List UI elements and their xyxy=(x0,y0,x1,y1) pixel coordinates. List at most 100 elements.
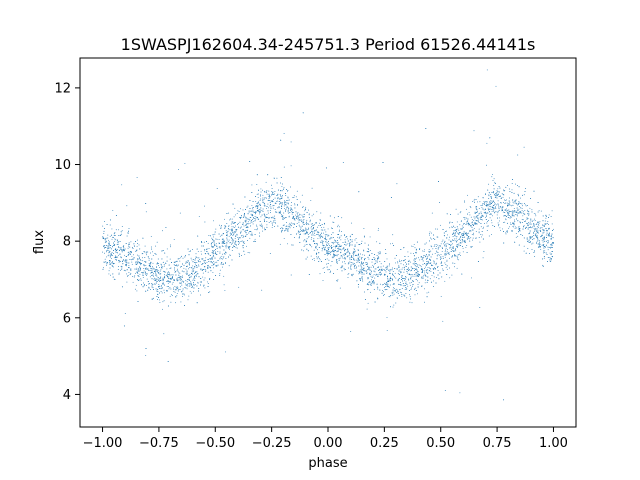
data-point xyxy=(366,272,368,274)
data-point xyxy=(422,263,424,265)
data-point xyxy=(398,264,400,266)
data-point xyxy=(392,242,394,244)
data-point xyxy=(543,230,545,231)
data-point xyxy=(518,186,520,188)
data-point xyxy=(510,216,512,218)
data-point xyxy=(413,262,415,264)
data-point xyxy=(282,224,284,226)
data-point xyxy=(417,275,418,277)
data-point xyxy=(390,306,392,308)
data-point xyxy=(550,238,552,240)
data-point xyxy=(415,249,417,251)
data-point xyxy=(128,253,130,255)
data-point xyxy=(262,208,264,210)
data-point xyxy=(348,243,350,245)
data-point xyxy=(532,226,533,228)
data-point xyxy=(393,283,395,284)
data-point xyxy=(104,258,106,260)
data-point xyxy=(315,253,317,255)
data-point xyxy=(331,237,333,239)
data-point xyxy=(427,266,429,268)
data-point xyxy=(221,255,223,257)
data-point xyxy=(184,304,185,306)
data-point xyxy=(417,280,418,282)
data-point xyxy=(204,277,206,279)
data-point xyxy=(428,254,430,256)
data-point xyxy=(238,237,240,239)
data-point xyxy=(328,259,330,261)
data-point xyxy=(169,275,171,277)
data-point xyxy=(238,211,240,212)
data-point xyxy=(308,213,310,215)
data-point xyxy=(505,202,507,204)
data-point xyxy=(345,269,347,270)
data-point xyxy=(190,276,192,278)
data-point xyxy=(508,210,510,212)
data-point xyxy=(102,268,104,270)
data-point xyxy=(491,176,493,178)
data-point xyxy=(543,225,545,227)
data-point xyxy=(331,233,332,235)
data-point xyxy=(228,239,230,241)
data-point xyxy=(272,216,274,218)
data-point xyxy=(459,233,460,235)
data-point xyxy=(287,202,289,204)
data-point xyxy=(549,257,551,259)
data-point xyxy=(411,245,413,247)
data-point xyxy=(498,209,500,211)
data-point xyxy=(511,183,513,185)
data-point xyxy=(535,227,536,229)
data-point xyxy=(249,208,251,209)
data-point xyxy=(273,217,275,219)
data-point xyxy=(533,223,535,225)
data-point xyxy=(441,262,442,264)
data-point xyxy=(188,250,190,252)
data-point xyxy=(158,266,160,268)
data-point xyxy=(401,296,403,298)
data-point xyxy=(216,261,218,263)
data-point xyxy=(273,205,275,207)
data-point xyxy=(542,241,544,243)
data-point xyxy=(200,278,202,279)
data-point xyxy=(458,232,459,234)
data-point xyxy=(479,241,481,243)
data-point xyxy=(302,112,304,114)
data-point xyxy=(378,253,380,255)
data-point xyxy=(324,272,325,273)
data-point xyxy=(144,261,146,263)
data-point xyxy=(212,245,214,247)
data-point xyxy=(409,294,411,296)
data-point xyxy=(362,280,364,282)
data-point xyxy=(186,270,188,272)
data-point xyxy=(502,207,503,209)
data-point xyxy=(316,243,318,245)
data-point xyxy=(184,256,186,258)
data-point xyxy=(349,252,350,254)
data-point xyxy=(526,239,528,241)
data-point xyxy=(136,254,138,256)
data-point xyxy=(531,249,533,250)
data-point xyxy=(318,247,320,249)
data-point xyxy=(517,235,519,237)
data-point xyxy=(332,221,334,223)
data-point xyxy=(488,208,490,210)
data-point xyxy=(455,248,457,250)
data-point xyxy=(430,264,432,266)
data-point xyxy=(515,212,517,214)
data-point xyxy=(518,212,520,214)
data-point xyxy=(480,216,482,218)
data-point xyxy=(347,263,349,265)
data-point xyxy=(392,294,394,296)
data-point xyxy=(512,210,514,212)
data-point xyxy=(289,227,291,229)
data-point xyxy=(411,274,413,275)
data-point xyxy=(161,285,162,287)
data-point xyxy=(479,212,481,214)
data-point xyxy=(213,220,214,222)
data-point xyxy=(194,275,196,277)
data-point xyxy=(270,208,272,209)
data-point xyxy=(450,245,452,247)
data-point xyxy=(154,280,156,281)
data-point xyxy=(371,270,372,272)
data-point xyxy=(479,216,481,218)
